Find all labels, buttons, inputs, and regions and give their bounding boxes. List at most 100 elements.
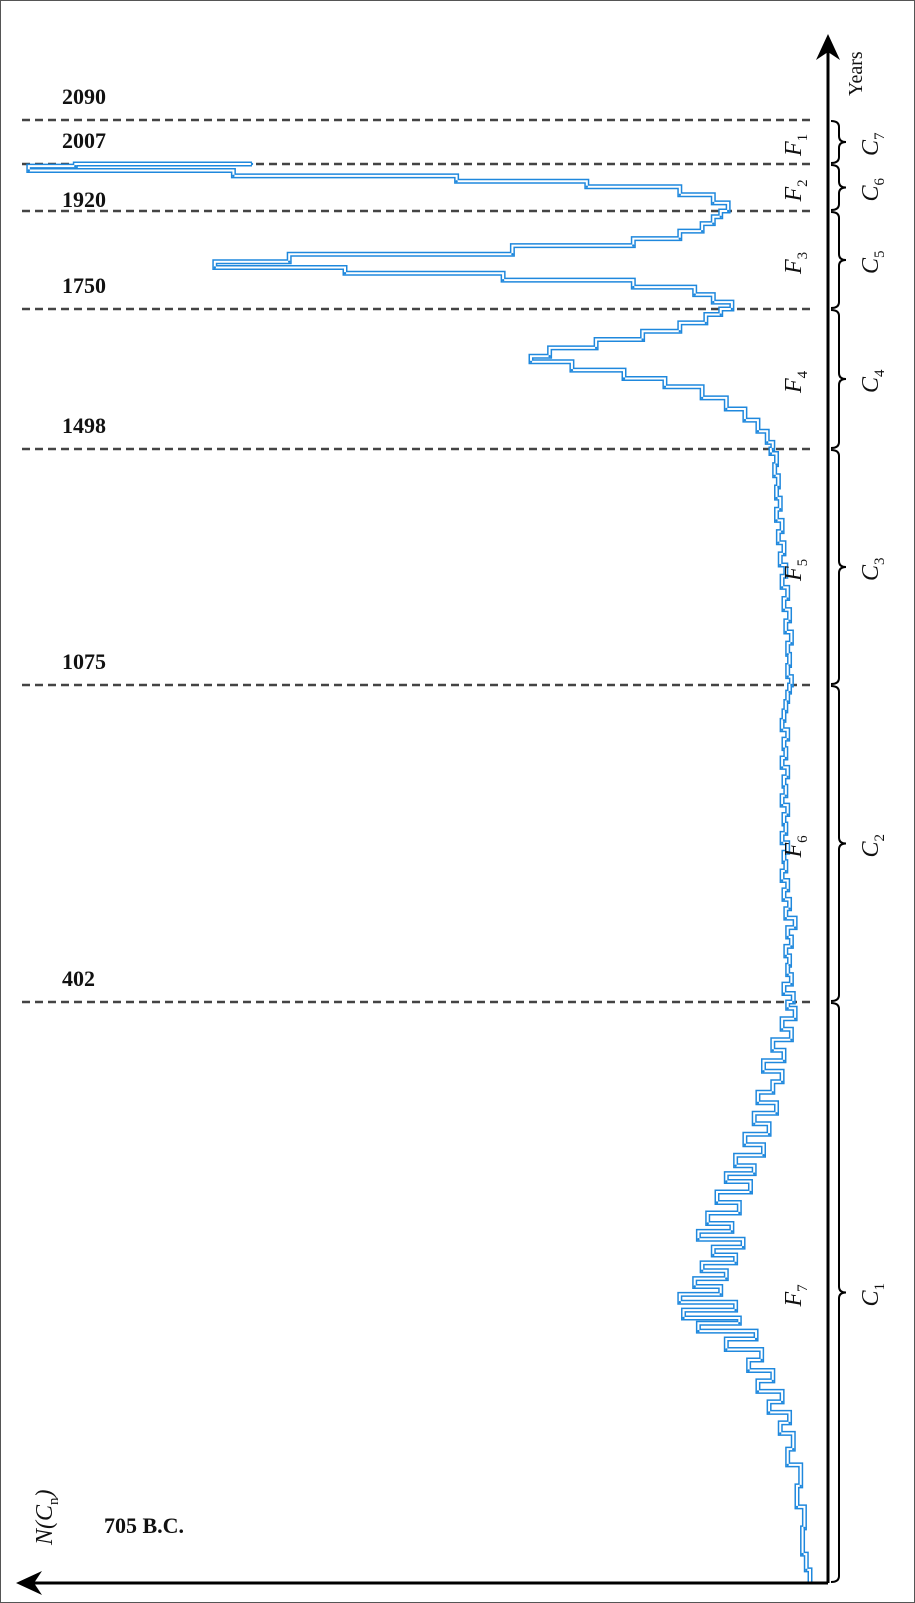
data-point bbox=[771, 447, 774, 451]
data-point bbox=[780, 530, 784, 533]
data-point bbox=[743, 1143, 747, 1146]
year-labels: 2090 2007 1920 1750 1498 1075 402 bbox=[62, 84, 106, 991]
c-segment-text: C4 bbox=[858, 369, 888, 393]
c-segment-text: C3 bbox=[858, 557, 888, 581]
f-segment-labels: F1 F2 F3 F4 F5 F6 F7 bbox=[781, 134, 811, 1308]
data-point bbox=[786, 813, 789, 816]
data-point bbox=[501, 278, 505, 282]
year-label: 2007 bbox=[62, 128, 106, 153]
f-segment-text: F1 bbox=[781, 134, 811, 157]
f-segment-text: F2 bbox=[781, 179, 811, 202]
data-point bbox=[801, 1552, 804, 1556]
c-segment-brace bbox=[830, 309, 847, 449]
data-point bbox=[738, 1322, 741, 1325]
data-point bbox=[786, 1463, 789, 1467]
data-point bbox=[790, 641, 793, 645]
data-point bbox=[678, 237, 681, 240]
data-point bbox=[784, 575, 788, 578]
data-point bbox=[771, 1049, 774, 1052]
data-point bbox=[27, 169, 30, 172]
data-point bbox=[782, 608, 786, 611]
data-point bbox=[788, 907, 791, 910]
f-segment-text: F6 bbox=[781, 835, 811, 859]
y-axis-label-sub: n bbox=[46, 1497, 62, 1505]
data-point bbox=[790, 982, 793, 986]
y-axis-label-open: (C bbox=[32, 1504, 58, 1529]
data-point bbox=[780, 1400, 784, 1404]
data-point bbox=[784, 832, 788, 835]
data-point bbox=[700, 229, 704, 233]
data-point bbox=[756, 430, 760, 433]
data-point bbox=[767, 1411, 771, 1414]
data-point bbox=[786, 737, 789, 741]
data-point bbox=[786, 597, 789, 600]
f-segment-text: F4 bbox=[781, 370, 811, 394]
data-point bbox=[779, 1432, 782, 1435]
f-segment-label: F4 bbox=[781, 370, 811, 394]
data-point bbox=[780, 803, 784, 807]
year-label: 402 bbox=[62, 966, 95, 991]
data-point bbox=[782, 719, 786, 722]
data-point bbox=[632, 285, 635, 289]
data-point bbox=[793, 1017, 797, 1020]
data-point bbox=[788, 1421, 791, 1425]
data-point bbox=[585, 185, 588, 188]
data-point bbox=[786, 1007, 789, 1010]
c-segment-brace bbox=[830, 120, 847, 164]
data-point bbox=[343, 272, 347, 275]
data-point bbox=[697, 1329, 700, 1333]
data-point bbox=[782, 785, 786, 788]
data-point bbox=[790, 1038, 793, 1041]
data-point bbox=[788, 964, 791, 967]
c-segment-text: C2 bbox=[858, 834, 888, 858]
data-point bbox=[697, 1238, 700, 1241]
data-point bbox=[754, 1337, 758, 1341]
c-segment-label: C6 bbox=[858, 177, 888, 201]
data-point bbox=[232, 174, 235, 178]
c-segment-label: C5 bbox=[858, 250, 888, 274]
data-point bbox=[74, 164, 77, 168]
series-layer bbox=[26, 161, 813, 1585]
data-point bbox=[712, 222, 715, 225]
data-point bbox=[780, 841, 784, 844]
data-point bbox=[784, 954, 788, 958]
f-segment-text: F3 bbox=[781, 252, 811, 275]
data-point bbox=[786, 700, 789, 703]
data-point bbox=[790, 945, 793, 948]
c-segment-label: C2 bbox=[858, 834, 888, 858]
f-segment-text: F5 bbox=[781, 559, 811, 582]
year-label: 2090 bbox=[62, 84, 106, 109]
c-segment-label: C4 bbox=[858, 369, 888, 393]
data-point bbox=[786, 653, 789, 656]
start-year-label: 705 B.C. bbox=[104, 1513, 184, 1538]
data-point bbox=[712, 1253, 715, 1257]
data-point bbox=[288, 260, 291, 263]
labels-layer: Years N(Cn) 705 B.C. bbox=[32, 51, 867, 1546]
f-segment-label: F3 bbox=[781, 252, 811, 275]
data-point bbox=[511, 253, 514, 256]
c-segment-brace bbox=[830, 1002, 847, 1583]
data-point bbox=[730, 1230, 734, 1233]
data-point bbox=[792, 1000, 795, 1004]
data-point bbox=[780, 766, 784, 769]
data-point bbox=[725, 1277, 728, 1280]
data-point bbox=[784, 869, 788, 873]
data-point bbox=[786, 888, 789, 892]
f-segment-label: F5 bbox=[781, 559, 811, 582]
data-point bbox=[782, 898, 786, 901]
f-segment-label: F2 bbox=[781, 179, 811, 202]
data-point bbox=[719, 215, 722, 218]
data-point bbox=[570, 368, 574, 372]
data-point bbox=[760, 1358, 763, 1362]
data-point bbox=[786, 675, 789, 678]
c-segment-label: C7 bbox=[858, 132, 888, 156]
data-point bbox=[780, 728, 784, 731]
data-point bbox=[725, 1180, 728, 1183]
c-segment-braces: C7 C6 C5 C4 C3 C2 C1 bbox=[830, 120, 888, 1583]
data-point bbox=[529, 360, 533, 363]
data-point bbox=[641, 338, 644, 341]
year-label: 1750 bbox=[62, 273, 106, 298]
y-axis-label-text: N(Cn) bbox=[32, 1489, 62, 1546]
data-point bbox=[786, 935, 789, 939]
